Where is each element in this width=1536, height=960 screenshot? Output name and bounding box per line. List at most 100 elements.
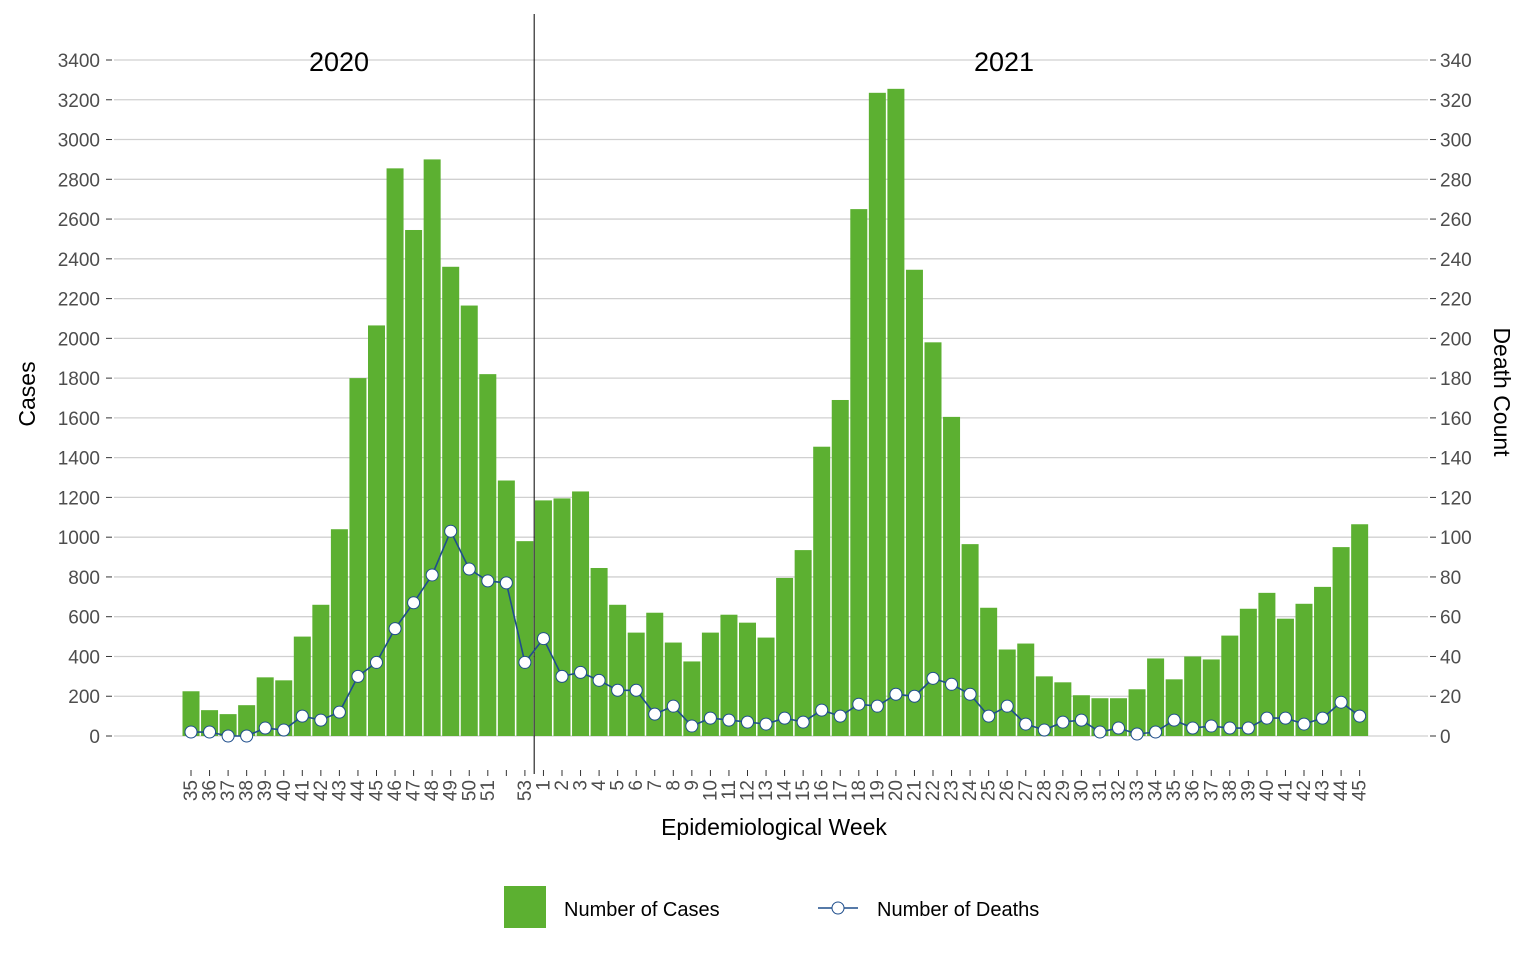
death-point bbox=[388, 622, 402, 636]
case-bar bbox=[887, 88, 905, 737]
case-bar bbox=[701, 632, 719, 736]
case-bar bbox=[998, 649, 1016, 736]
x-tick-label: 32 bbox=[1109, 780, 1130, 801]
death-point bbox=[629, 683, 643, 697]
death-point bbox=[833, 709, 847, 723]
x-tick-label: 38 bbox=[237, 780, 258, 801]
x-tick-label: 36 bbox=[200, 780, 221, 801]
right-tick-label: 240 bbox=[1440, 250, 1472, 271]
right-tick-label: 80 bbox=[1440, 568, 1461, 589]
right-tick-label: 180 bbox=[1440, 369, 1472, 390]
case-bar bbox=[1035, 676, 1053, 736]
left-tick-label: 3000 bbox=[58, 131, 100, 152]
right-tick-label: 40 bbox=[1440, 647, 1461, 668]
x-tick-label: 36 bbox=[1183, 780, 1204, 801]
x-tick-label: 22 bbox=[923, 780, 944, 801]
death-point bbox=[1223, 721, 1237, 735]
case-bar bbox=[868, 92, 886, 736]
case-bar bbox=[757, 637, 775, 736]
case-bar bbox=[1147, 658, 1165, 736]
x-tick-label: 25 bbox=[979, 780, 1000, 801]
death-point bbox=[722, 713, 736, 727]
left-tick-label: 2400 bbox=[58, 250, 100, 271]
death-point bbox=[1112, 721, 1125, 735]
case-bar bbox=[256, 677, 274, 736]
case-bar bbox=[1332, 547, 1350, 736]
case-bar bbox=[1221, 635, 1239, 736]
x-tick-label: 7 bbox=[645, 780, 666, 791]
death-point bbox=[536, 632, 550, 646]
death-point bbox=[648, 707, 662, 721]
death-point bbox=[1056, 715, 1070, 729]
right-tick-label: 320 bbox=[1440, 91, 1472, 112]
death-point bbox=[1149, 725, 1163, 739]
x-tick-label: 37 bbox=[1201, 780, 1222, 801]
case-bar bbox=[516, 541, 534, 736]
death-point bbox=[351, 669, 365, 683]
case-bar bbox=[1202, 659, 1220, 736]
death-point bbox=[240, 729, 254, 743]
right-tick-label: 280 bbox=[1440, 170, 1472, 191]
death-point bbox=[444, 524, 458, 538]
left-tick-label: 2200 bbox=[58, 290, 100, 311]
case-bar bbox=[553, 498, 571, 736]
x-tick-label: 34 bbox=[1146, 780, 1167, 802]
x-tick-label: 18 bbox=[849, 780, 870, 801]
x-tick-label: 24 bbox=[960, 780, 981, 802]
case-bar bbox=[368, 325, 385, 736]
case-bar bbox=[330, 529, 348, 736]
death-point bbox=[1334, 695, 1348, 709]
death-point bbox=[499, 576, 513, 590]
case-bar bbox=[905, 269, 923, 736]
right-tick-label: 20 bbox=[1440, 687, 1461, 708]
case-bar bbox=[924, 342, 942, 736]
death-point bbox=[221, 729, 235, 743]
left-axis-ticks: 0 200 400 600 800 1000 1200 1400 1600 1800 2000 220… bbox=[58, 51, 112, 748]
left-tick-label: 2600 bbox=[58, 210, 100, 231]
x-tick-label: 31 bbox=[1090, 780, 1111, 801]
death-point bbox=[1093, 725, 1107, 739]
x-tick-label: 33 bbox=[1127, 780, 1148, 801]
death-point bbox=[1074, 713, 1088, 727]
x-tick-label: 15 bbox=[793, 780, 814, 801]
death-point bbox=[982, 709, 996, 723]
x-tick-label: 44 bbox=[1331, 780, 1352, 802]
x-tick-label: 17 bbox=[830, 780, 851, 801]
case-bar bbox=[1276, 618, 1294, 736]
x-tick-label: 43 bbox=[1313, 780, 1334, 801]
death-point bbox=[1019, 717, 1033, 731]
death-point bbox=[666, 699, 680, 713]
x-tick-label: 42 bbox=[311, 780, 332, 801]
death-point bbox=[555, 669, 569, 683]
y-axis-title-left: Cases bbox=[14, 361, 40, 426]
death-point bbox=[815, 703, 829, 717]
case-bar bbox=[275, 680, 293, 736]
case-bar bbox=[1128, 689, 1146, 736]
x-tick-label: 44 bbox=[348, 780, 369, 802]
x-tick-label: 13 bbox=[756, 780, 777, 801]
x-tick-label: 27 bbox=[1016, 780, 1037, 801]
x-tick-label: 11 bbox=[719, 780, 740, 800]
gridlines bbox=[114, 59, 1428, 737]
x-tick-label: 49 bbox=[441, 780, 462, 801]
legend: Number of Cases Number of Deaths bbox=[504, 886, 1039, 928]
year-label-2020: 2020 bbox=[309, 47, 369, 77]
death-point bbox=[685, 719, 699, 733]
case-bar bbox=[1184, 656, 1202, 736]
x-tick-label: 45 bbox=[1350, 780, 1371, 801]
death-point bbox=[332, 705, 346, 719]
legend-deaths-marker bbox=[831, 901, 845, 915]
x-tick-label: 35 bbox=[1164, 780, 1185, 801]
case-bar bbox=[442, 266, 460, 736]
death-point bbox=[1204, 719, 1218, 733]
case-bar bbox=[460, 305, 478, 736]
x-tick-label: 29 bbox=[1053, 780, 1074, 801]
death-point bbox=[592, 673, 606, 687]
x-tick-label: 35 bbox=[181, 780, 202, 801]
death-point bbox=[314, 713, 328, 727]
case-bar bbox=[386, 168, 404, 736]
case-bar bbox=[943, 416, 961, 736]
death-point bbox=[258, 721, 272, 735]
case-bar bbox=[813, 446, 831, 736]
